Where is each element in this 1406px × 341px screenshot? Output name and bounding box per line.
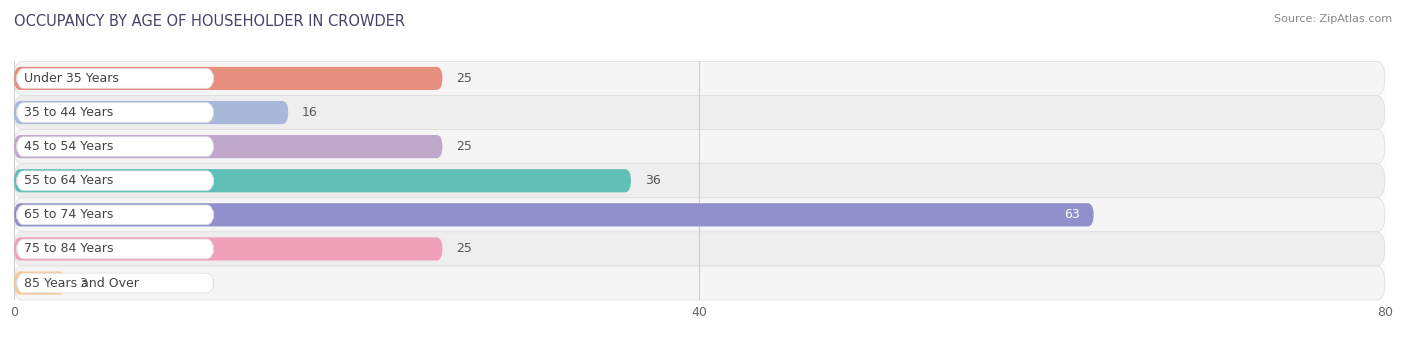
Text: 35 to 44 Years: 35 to 44 Years [24, 106, 114, 119]
Text: 16: 16 [302, 106, 318, 119]
FancyBboxPatch shape [17, 239, 214, 259]
Text: 75 to 84 Years: 75 to 84 Years [24, 242, 114, 255]
FancyBboxPatch shape [14, 198, 1385, 232]
Text: 65 to 74 Years: 65 to 74 Years [24, 208, 114, 221]
FancyBboxPatch shape [17, 103, 214, 122]
Text: 25: 25 [456, 140, 472, 153]
FancyBboxPatch shape [17, 69, 214, 88]
Text: Under 35 Years: Under 35 Years [24, 72, 120, 85]
FancyBboxPatch shape [14, 61, 1385, 95]
Text: OCCUPANCY BY AGE OF HOUSEHOLDER IN CROWDER: OCCUPANCY BY AGE OF HOUSEHOLDER IN CROWD… [14, 14, 405, 29]
FancyBboxPatch shape [14, 203, 1094, 226]
FancyBboxPatch shape [17, 137, 214, 157]
Text: 45 to 54 Years: 45 to 54 Years [24, 140, 114, 153]
Text: Source: ZipAtlas.com: Source: ZipAtlas.com [1274, 14, 1392, 24]
FancyBboxPatch shape [14, 101, 288, 124]
FancyBboxPatch shape [14, 266, 1385, 300]
FancyBboxPatch shape [14, 67, 443, 90]
Text: 55 to 64 Years: 55 to 64 Years [24, 174, 114, 187]
FancyBboxPatch shape [17, 273, 214, 293]
FancyBboxPatch shape [14, 164, 1385, 198]
FancyBboxPatch shape [14, 95, 1385, 130]
FancyBboxPatch shape [14, 135, 443, 158]
FancyBboxPatch shape [17, 171, 214, 191]
Text: 25: 25 [456, 242, 472, 255]
Text: 85 Years and Over: 85 Years and Over [24, 277, 139, 290]
Text: 25: 25 [456, 72, 472, 85]
Text: 36: 36 [644, 174, 661, 187]
Text: 3: 3 [79, 277, 87, 290]
FancyBboxPatch shape [14, 232, 1385, 266]
FancyBboxPatch shape [17, 205, 214, 225]
FancyBboxPatch shape [14, 169, 631, 192]
FancyBboxPatch shape [14, 271, 66, 295]
FancyBboxPatch shape [14, 237, 443, 261]
Text: 63: 63 [1064, 208, 1080, 221]
FancyBboxPatch shape [14, 130, 1385, 164]
